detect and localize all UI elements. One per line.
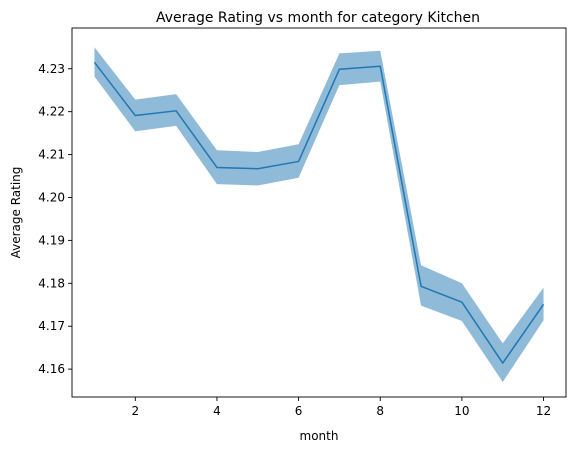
y-tick-label: 4.20 bbox=[38, 190, 65, 204]
chart-title: Average Rating vs month for category Kit… bbox=[156, 10, 480, 26]
x-tick-label: 4 bbox=[213, 404, 221, 418]
series-line-0 bbox=[93, 61, 545, 364]
x-tick-label: 8 bbox=[376, 404, 384, 418]
y-tick-label: 4.17 bbox=[38, 319, 65, 333]
x-tick-label: 10 bbox=[454, 404, 469, 418]
y-axis-label: Average Rating bbox=[9, 167, 23, 259]
confidence-band-0 bbox=[94, 47, 544, 382]
x-tick-label: 6 bbox=[295, 404, 303, 418]
x-axis: 2 4 6 8 10 12 bbox=[131, 397, 551, 418]
x-tick-label: 12 bbox=[536, 404, 551, 418]
y-tick-label: 4.23 bbox=[38, 62, 65, 76]
y-tick-label: 4.16 bbox=[38, 362, 65, 376]
y-tick-label: 4.22 bbox=[38, 105, 65, 119]
y-tick-label: 4.19 bbox=[38, 233, 65, 247]
y-axis: 4.16 4.17 4.18 4.19 4.20 4.21 4.22 4.23 bbox=[38, 62, 72, 376]
y-tick-label: 4.21 bbox=[38, 148, 65, 162]
axes-frame bbox=[71, 27, 567, 398]
x-axis-label: month bbox=[300, 429, 339, 443]
plot-area bbox=[93, 47, 545, 382]
y-tick-label: 4.18 bbox=[38, 276, 65, 290]
x-tick-label: 2 bbox=[131, 404, 139, 418]
